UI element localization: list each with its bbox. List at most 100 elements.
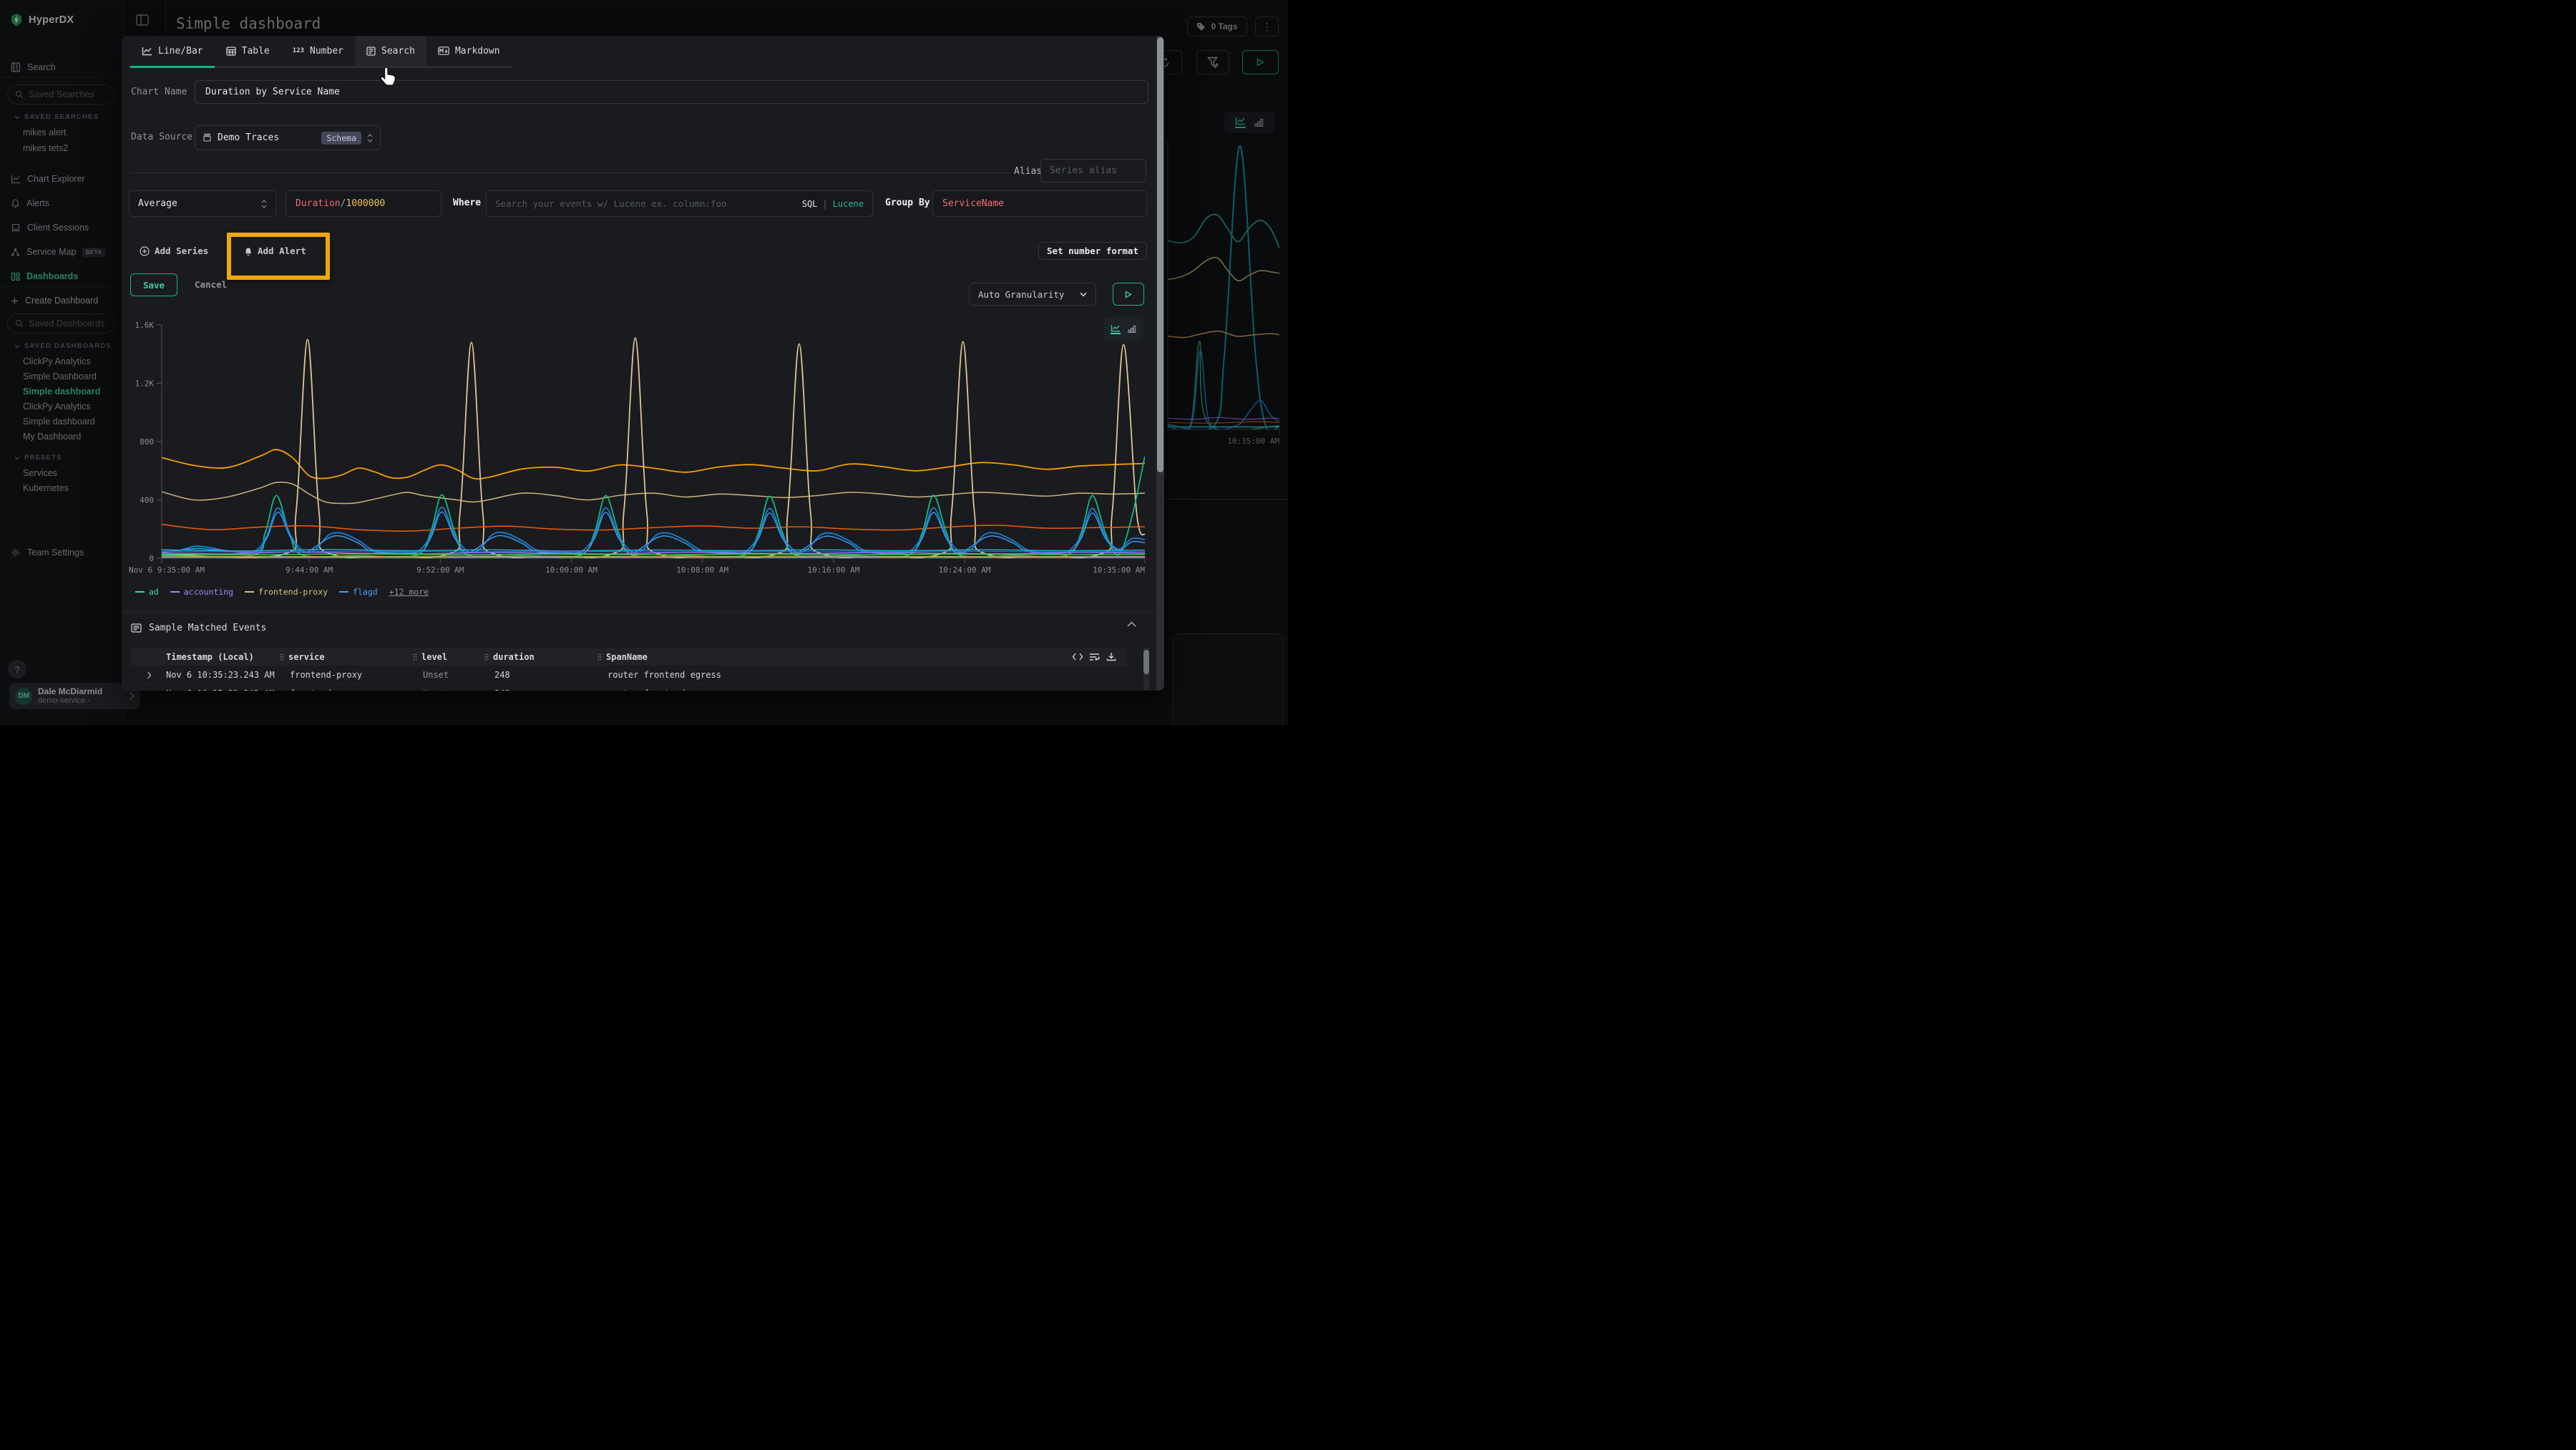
set-number-format-button[interactable]: Set number format [1038, 242, 1147, 260]
legend-item[interactable]: frontend-proxy [245, 587, 328, 597]
event-row[interactable]: Nov 6 10:35:23.243 AM frontend-proxy Uns… [131, 666, 1126, 685]
legend-item[interactable]: accounting [170, 587, 233, 597]
duration-by-service-chart[interactable]: 0 400 800 1.2K 1.6K Nov 6 9:35:00 AM 9:44:00 A… [127, 319, 1152, 578]
divider [131, 172, 1009, 173]
run-chart-button[interactable] [1113, 283, 1144, 306]
cancel-button[interactable]: Cancel [195, 279, 228, 290]
column-header[interactable]: Timestamp (Local) [166, 651, 254, 662]
saved-search-item[interactable]: mikes tets2 [23, 143, 69, 153]
chart-name-input[interactable]: Duration by Service Name [195, 80, 1148, 104]
panel-chart-type-toggle[interactable] [1224, 112, 1274, 133]
preset-item[interactable]: Services [23, 468, 57, 478]
expand-row-icon[interactable] [147, 690, 152, 691]
legend-dash [339, 591, 349, 593]
modal-scrollbar-thumb[interactable] [1157, 37, 1163, 472]
tab-number[interactable]: 123 Number [292, 45, 343, 57]
sidebar-item-chart-explorer[interactable]: Chart Explorer [0, 170, 123, 188]
logo[interactable]: HyperDX [0, 10, 123, 30]
app-title: HyperDX [29, 14, 74, 26]
tab-table[interactable]: Table [215, 36, 281, 66]
tab-line-bar[interactable]: Line/Bar [130, 36, 215, 68]
sidebar-item-service-map[interactable]: Service Map BETA [0, 243, 123, 261]
svg-text:1.6K: 1.6K [135, 321, 155, 330]
sidebar-collapse-icon[interactable] [136, 14, 149, 26]
page-title: Simple dashboard [176, 15, 321, 32]
event-row[interactable]: Nov 6 10:35:23.243 AM frontend-proxy Uns… [131, 684, 1126, 691]
create-dashboard-button[interactable]: Create Dashboard [0, 292, 123, 309]
dashboard-menu-button[interactable]: ⋮ [1255, 16, 1279, 37]
column-header[interactable]: duration [484, 652, 535, 662]
dashboard-item[interactable]: ClickPy Analytics [23, 402, 91, 412]
drag-handle-icon[interactable] [280, 653, 284, 661]
saved-dashboards-header[interactable]: SAVED DASHBOARDS [14, 342, 112, 350]
presets-header[interactable]: PRESETS [14, 454, 62, 462]
drag-handle-icon[interactable] [413, 653, 417, 661]
column-header[interactable]: level [413, 652, 447, 662]
sidebar: HyperDX Search Saved Searches SAVED SEAR… [0, 0, 124, 725]
column-header[interactable]: SpanName [597, 652, 648, 662]
lucene-mode-button[interactable]: Lucene [832, 198, 864, 209]
collapse-section-icon[interactable] [1127, 621, 1136, 627]
sidebar-item-dashboards[interactable]: Dashboards [0, 268, 123, 285]
aggregation-select[interactable]: Average [129, 190, 276, 217]
legend-dash [245, 591, 255, 593]
where-search-input[interactable]: Search your events w/ Lucene ex. column:… [486, 190, 873, 217]
tab-markdown[interactable]: Markdown [426, 36, 512, 66]
column-header[interactable]: service [280, 652, 325, 662]
divider [122, 611, 1164, 612]
divider [0, 286, 123, 287]
saved-searches-input[interactable]: Saved Searches [7, 84, 114, 104]
table-scrollbar-thumb[interactable] [1143, 650, 1149, 674]
save-button[interactable]: Save [130, 273, 177, 296]
events-table-header: Timestamp (Local) service level duration… [131, 648, 1126, 666]
table-scrollbar[interactable] [1143, 648, 1149, 691]
sidebar-item-alerts[interactable]: Alerts [0, 195, 123, 212]
dashboard-item[interactable]: Simple Dashboard [23, 371, 97, 381]
expand-row-icon[interactable] [147, 671, 152, 679]
preset-item[interactable]: Kubernetes [23, 483, 69, 493]
run-query-button[interactable] [1242, 50, 1279, 74]
help-button[interactable]: ? [8, 660, 26, 678]
dashboard-item[interactable]: My Dashboard [23, 432, 82, 442]
saved-dashboards-input[interactable]: Saved Dashboards [7, 313, 114, 334]
user-card[interactable]: DM Dale McDiarmid demo-service - [9, 683, 140, 709]
sidebar-item-team-settings[interactable]: Team Settings [0, 544, 123, 561]
updown-chevron-icon [261, 199, 267, 208]
tags-button[interactable]: 0 Tags [1187, 16, 1247, 37]
wrap-lines-icon[interactable] [1089, 653, 1100, 661]
drag-handle-icon[interactable] [484, 653, 489, 661]
saved-searches-header[interactable]: SAVED SEARCHES [14, 113, 99, 121]
add-series-button[interactable]: Add Series [140, 245, 208, 256]
filter-button[interactable] [1196, 50, 1229, 74]
modal-scrollbar[interactable] [1156, 36, 1164, 691]
field-expression-input[interactable]: Duration/1000000 [286, 190, 441, 217]
line-chart-icon[interactable] [1235, 117, 1246, 128]
legend-item[interactable]: ad [135, 587, 159, 597]
granularity-select[interactable]: Auto Granularity [969, 283, 1096, 306]
bar-chart-icon[interactable] [1254, 118, 1264, 127]
download-icon[interactable] [1106, 652, 1116, 661]
code-view-icon[interactable] [1072, 653, 1083, 661]
dashboard-item[interactable]: Simple dashboard [23, 417, 95, 427]
drag-handle-icon[interactable] [597, 653, 602, 661]
dashboard-item[interactable]: ClickPy Analytics [23, 356, 91, 366]
sidebar-item-search[interactable]: Search [0, 59, 123, 76]
line-chart-icon[interactable] [1111, 324, 1121, 334]
cell-duration: 248 [494, 670, 510, 680]
sql-mode-button[interactable]: SQL [801, 198, 818, 209]
series-alias-input[interactable]: Series alias [1040, 159, 1146, 183]
divider [1166, 499, 1288, 500]
tab-search[interactable]: Search [355, 36, 426, 66]
data-source-select[interactable]: Demo Traces Schema [195, 125, 381, 150]
sidebar-item-client-sessions[interactable]: Client Sessions [0, 219, 123, 236]
legend-item[interactable]: flagd [339, 587, 378, 597]
svg-text:10:00:00 AM: 10:00:00 AM [545, 565, 597, 575]
svg-text:10:35:00 AM: 10:35:00 AM [1093, 565, 1145, 575]
divider [165, 0, 166, 41]
add-alert-button[interactable]: Add Alert [244, 245, 306, 256]
dashboard-item-active[interactable]: Simple dashboard [23, 386, 101, 396]
saved-search-item[interactable]: mikes alert [23, 127, 67, 137]
bar-chart-icon[interactable] [1128, 325, 1136, 333]
group-by-input[interactable]: ServiceName [932, 190, 1147, 217]
legend-more-link[interactable]: +12 more [389, 587, 429, 597]
